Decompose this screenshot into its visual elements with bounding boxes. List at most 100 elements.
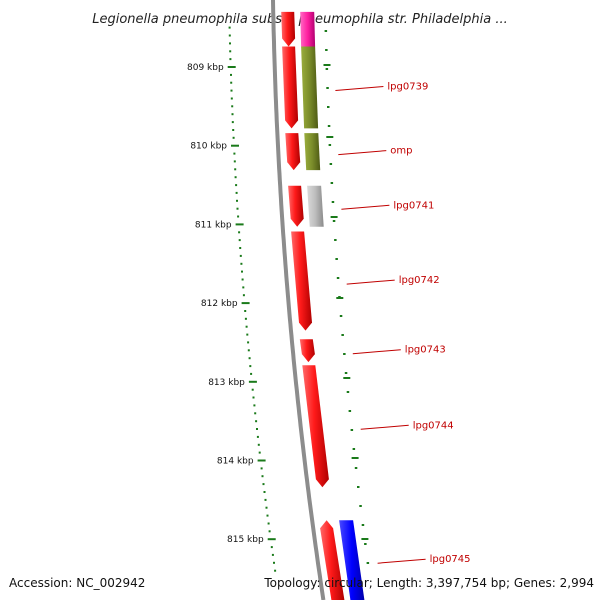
outer-ruler-tick — [327, 106, 330, 108]
ruler-minor-tick — [229, 50, 232, 53]
ruler-minor-tick — [246, 333, 249, 336]
outer-ruler-tick — [354, 467, 358, 469]
gene-labels: lpg0739 omp lpg0741 lpg0742 lpg0743 lpg0744 lp… — [335, 82, 471, 565]
ruler-minor-tick — [242, 294, 245, 297]
ruler-minor-tick — [228, 34, 231, 37]
outer-ruler-tick — [334, 239, 337, 241]
ruler-minor-tick — [232, 136, 235, 139]
cds-arrow — [282, 46, 299, 129]
cog-block — [307, 185, 324, 227]
outer-ruler-tick — [359, 505, 362, 507]
gene-label[interactable]: lpg0744 — [413, 420, 454, 431]
cds-arrow — [288, 185, 304, 227]
ruler-minor-tick — [257, 443, 260, 446]
ruler-minor-tick — [238, 231, 241, 234]
ruler-minor-tick — [235, 191, 238, 194]
ruler-minor-tick — [236, 199, 238, 202]
ruler-minor-tick — [240, 262, 243, 265]
outer-ruler-tick — [339, 315, 343, 317]
ruler-minor-tick — [244, 310, 247, 312]
topology-text: Topology: circular; Length: 3,397,754 bp… — [264, 576, 594, 590]
ruler-tick-label: 813 kbp — [208, 378, 245, 388]
gene-label[interactable]: lpg0739 — [387, 82, 428, 93]
ruler-minor-tick — [248, 357, 251, 360]
gene-leader-line — [360, 424, 409, 430]
ruler-minor-tick — [238, 239, 241, 242]
ruler-minor-tick — [233, 152, 236, 155]
outer-ruler-tick — [325, 68, 329, 70]
outer-ruler-tick — [324, 30, 328, 32]
ruler-tick-label: 809 kbp — [187, 63, 224, 73]
ruler-tick-label: 814 kbp — [217, 457, 254, 467]
ruler-minor-tick — [264, 498, 267, 501]
accession-text: Accession: NC_002942 — [9, 576, 146, 590]
ruler-minor-tick — [265, 506, 268, 509]
outer-ruler-tick — [366, 562, 370, 564]
gene-leader-line — [341, 204, 390, 210]
cog-block — [300, 11, 316, 47]
ruler-minor-tick — [249, 365, 252, 368]
outer-ruler-tick — [326, 87, 329, 89]
gene-track — [281, 11, 365, 600]
cog-block — [339, 520, 365, 600]
map-title: Legionella pneumophila subsp. pneumophil… — [92, 12, 508, 27]
cds-arrow — [291, 231, 312, 331]
gene-label[interactable]: lpg0741 — [393, 200, 434, 211]
outer-ruler-major-tick — [336, 297, 344, 299]
gene-label[interactable]: lpg0743 — [405, 345, 446, 356]
ruler-minor-tick — [254, 412, 257, 415]
ruler-tick-label: 812 kbp — [201, 299, 238, 309]
ruler-minor-tick — [251, 388, 254, 391]
ruler-minor-tick — [258, 451, 261, 454]
ruler-minor-tick — [273, 561, 275, 564]
ruler-minor-tick — [253, 404, 256, 407]
ruler-minor-tick — [256, 428, 258, 430]
gene-leader-line — [352, 349, 401, 355]
position-ruler: 809 kbp 810 kbp 811 kbp 812 kbp 813 kbp 814 k… — [187, 26, 370, 572]
gene-label[interactable]: lpg0742 — [399, 275, 440, 286]
ruler-minor-tick — [250, 372, 253, 375]
ruler-major-tick — [231, 144, 239, 147]
ruler-minor-tick — [235, 184, 238, 187]
ruler-minor-tick — [266, 514, 269, 517]
ruler-minor-tick — [268, 530, 271, 533]
ruler-minor-tick — [241, 278, 244, 281]
ruler-minor-tick — [252, 396, 255, 399]
outer-ruler-major-tick — [351, 457, 359, 459]
ruler-minor-tick — [229, 58, 232, 61]
ruler-minor-tick — [255, 420, 258, 423]
ruler-minor-tick — [234, 176, 237, 179]
ruler-tick-label: 815 kbp — [227, 535, 264, 545]
ruler-minor-tick — [230, 81, 233, 84]
outer-ruler-tick — [332, 220, 336, 222]
ruler-minor-tick — [267, 522, 270, 525]
cds-arrow — [302, 365, 329, 488]
outer-ruler-tick — [331, 201, 335, 203]
outer-ruler-tick — [348, 410, 352, 412]
cog-block — [301, 46, 319, 129]
outer-ruler-tick — [343, 353, 346, 355]
outer-ruler-tick — [357, 486, 360, 488]
outer-ruler-tick — [352, 448, 356, 450]
cds-arrow — [299, 339, 315, 363]
outer-ruler-major-tick — [330, 216, 338, 218]
ruler-minor-tick — [234, 168, 237, 171]
outer-ruler-tick — [336, 277, 340, 279]
outer-ruler-tick — [329, 163, 333, 165]
outer-ruler-major-tick — [326, 136, 334, 138]
outer-ruler-tick — [328, 144, 332, 146]
gene-label[interactable]: omp — [390, 146, 412, 157]
gene-label[interactable]: lpg0745 — [430, 554, 471, 565]
gene-leader-line — [377, 558, 426, 564]
ruler-minor-tick — [233, 160, 236, 163]
gene-leader-line — [346, 279, 395, 285]
ruler-minor-tick — [242, 286, 245, 289]
ruler-tick-label: 811 kbp — [195, 220, 232, 230]
outer-ruler-tick — [346, 391, 350, 393]
ruler-minor-tick — [247, 341, 250, 344]
cds-arrow — [281, 11, 296, 47]
outer-ruler-tick — [325, 49, 328, 51]
ruler-minor-tick — [245, 325, 248, 328]
ruler-minor-tick — [270, 546, 273, 549]
